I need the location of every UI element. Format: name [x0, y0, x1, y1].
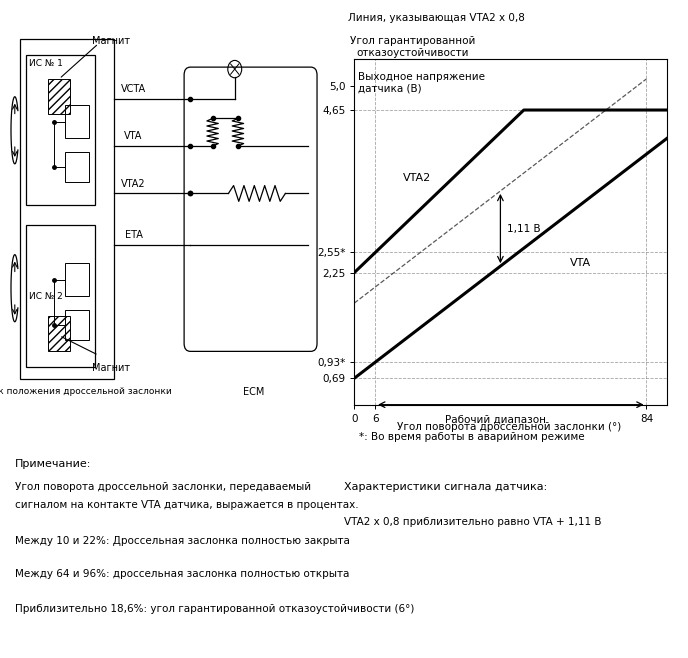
- Text: ИС № 1: ИС № 1: [29, 59, 63, 68]
- Bar: [48, 316, 70, 351]
- Bar: [26, 55, 96, 205]
- Text: *: Во время работы в аварийном режиме: *: Во время работы в аварийном режиме: [359, 432, 585, 442]
- Text: ИС № 2: ИС № 2: [29, 292, 63, 301]
- Bar: [19, 39, 114, 379]
- Text: VTA: VTA: [570, 258, 591, 268]
- Text: 1,11 В: 1,11 В: [507, 224, 541, 234]
- Text: Линия, указывающая VTA2 x 0,8: Линия, указывающая VTA2 x 0,8: [348, 13, 526, 23]
- Text: ECM: ECM: [243, 387, 264, 397]
- Text: Угол поворота дроссельной заслонки, передаваемый: Угол поворота дроссельной заслонки, пере…: [15, 482, 311, 492]
- Text: Между 64 и 96%: дроссельная заслонка полностью открыта: Между 64 и 96%: дроссельная заслонка пол…: [15, 569, 350, 579]
- Text: Угол гарантированной
отказоустойчивости: Угол гарантированной отказоустойчивости: [350, 36, 475, 58]
- Bar: [65, 263, 89, 296]
- Text: Магнит: Магнит: [92, 363, 131, 373]
- Text: VTA2 x 0,8 приблизительно равно VTA + 1,11 В: VTA2 x 0,8 приблизительно равно VTA + 1,…: [344, 517, 601, 526]
- Text: ETA: ETA: [125, 230, 142, 240]
- Text: Угол поворота дроссельной заслонки (°): Угол поворота дроссельной заслонки (°): [397, 422, 621, 432]
- Text: Между 10 и 22%: Дроссельная заслонка полностью закрыта: Между 10 и 22%: Дроссельная заслонка пол…: [15, 536, 350, 546]
- Text: Выходное напряжение
датчика (В): Выходное напряжение датчика (В): [358, 72, 485, 94]
- Text: VCTA: VCTA: [121, 84, 146, 94]
- Text: VTA2: VTA2: [403, 173, 431, 183]
- Bar: [65, 105, 89, 138]
- Bar: [65, 152, 89, 182]
- Text: Приблизительно 18,6%: угол гарантированной отказоустойчивости (6°): Приблизительно 18,6%: угол гарантированн…: [15, 604, 414, 614]
- Text: VTA: VTA: [125, 132, 142, 141]
- Text: VTA2: VTA2: [121, 179, 146, 189]
- Text: Характеристики сигнала датчика:: Характеристики сигнала датчика:: [344, 482, 547, 492]
- Text: Датчик положения дроссельной заслонки: Датчик положения дроссельной заслонки: [0, 387, 171, 396]
- Bar: [48, 79, 70, 114]
- Bar: [65, 310, 89, 340]
- Text: сигналом на контакте VTA датчика, выражается в процентах.: сигналом на контакте VTA датчика, выража…: [15, 500, 358, 510]
- Bar: [26, 225, 96, 367]
- Text: Рабочий диапазон: Рабочий диапазон: [445, 415, 546, 424]
- Text: Примечание:: Примечание:: [15, 459, 92, 469]
- Text: Магнит: Магнит: [92, 36, 131, 45]
